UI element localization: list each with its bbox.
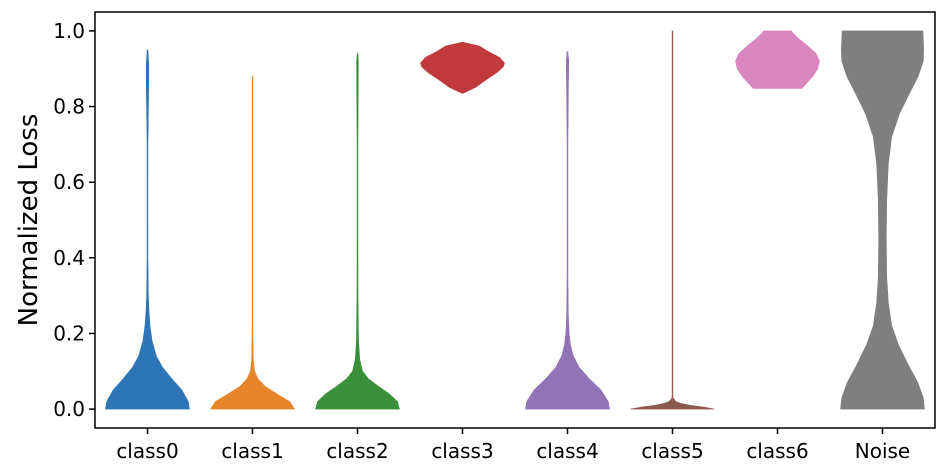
y-tick-label: 1.0 bbox=[53, 19, 85, 43]
violin-class0 bbox=[105, 49, 190, 410]
violin-class4 bbox=[525, 51, 610, 410]
violin-class1 bbox=[209, 75, 296, 410]
violin-class5 bbox=[630, 30, 715, 410]
y-tick-label: 0.2 bbox=[53, 321, 85, 345]
y-tick-label: 0.6 bbox=[53, 170, 85, 194]
x-tick-label: class4 bbox=[536, 439, 598, 463]
violin-Noise bbox=[840, 30, 925, 410]
x-tick-label: class2 bbox=[326, 439, 388, 463]
x-tick-label: class0 bbox=[116, 439, 178, 463]
x-tick-label: class1 bbox=[221, 439, 283, 463]
x-axis: class0 class1 class2 class3 class4 class5 clas… bbox=[116, 428, 910, 463]
y-axis: 0.0 0.2 0.4 0.6 0.8 1.0 bbox=[53, 19, 95, 421]
x-tick-label: class6 bbox=[746, 439, 808, 463]
x-tick-label: Noise bbox=[855, 439, 910, 463]
x-tick-label: class3 bbox=[431, 439, 493, 463]
y-tick-label: 0.0 bbox=[53, 397, 85, 421]
y-tick-label: 0.4 bbox=[53, 246, 85, 270]
y-tick-label: 0.8 bbox=[53, 95, 85, 119]
x-tick-label: class5 bbox=[641, 439, 703, 463]
plot-frame bbox=[94, 11, 936, 429]
violin-layer bbox=[105, 30, 925, 410]
violin-class6 bbox=[735, 30, 820, 89]
violin-class3 bbox=[420, 41, 505, 94]
y-axis-label: Normalized Loss bbox=[14, 114, 44, 327]
violin-class2 bbox=[315, 53, 400, 410]
